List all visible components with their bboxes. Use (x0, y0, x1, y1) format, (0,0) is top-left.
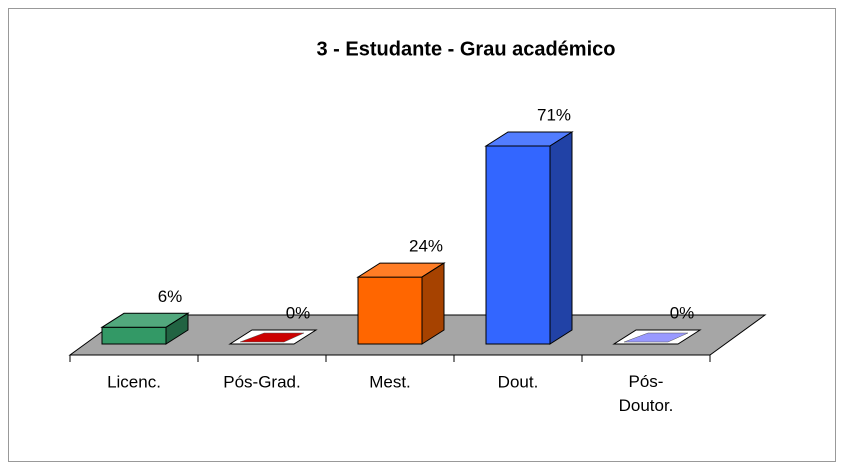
bar-side (549, 131, 573, 345)
bar (485, 145, 551, 345)
x-tick-label: Dout. (498, 372, 539, 391)
value-label: 71% (537, 105, 571, 124)
x-tick-label: Licenc. (107, 372, 161, 391)
bar-side (421, 262, 445, 345)
bar-side (165, 312, 189, 345)
x-tick-label: Pós- Doutor. (619, 372, 674, 415)
value-label: 0% (670, 303, 695, 322)
chart-frame (8, 8, 836, 462)
value-label: 0% (286, 303, 311, 322)
chart-title: 3 - Estudante - Grau académico (317, 38, 616, 60)
bar-top (239, 332, 305, 343)
bar-top (623, 332, 689, 343)
value-label: 6% (158, 287, 183, 306)
bar (101, 326, 167, 345)
x-tick-label-line: Doutor. (619, 396, 674, 415)
x-tick-label: Mest. (369, 372, 411, 391)
bar (357, 276, 423, 345)
value-label: 24% (409, 237, 443, 256)
x-tick-label: Pós-Grad. (223, 372, 300, 391)
x-tick-label-line: Pós- (629, 372, 664, 391)
